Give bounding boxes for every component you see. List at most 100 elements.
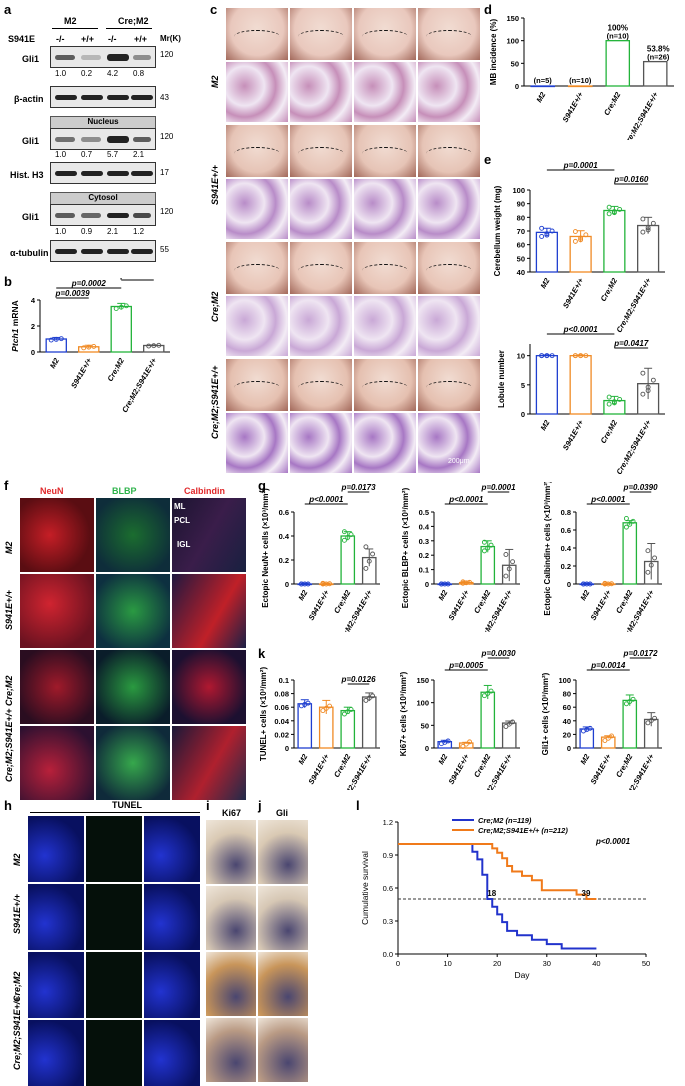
data-point xyxy=(578,235,584,241)
percent-label: 53.8% xyxy=(647,45,670,54)
bar xyxy=(535,355,558,415)
western-blot xyxy=(50,162,156,184)
data-point xyxy=(363,565,369,571)
panel-i-letter: i xyxy=(206,798,210,813)
data-point xyxy=(323,581,329,587)
data-point xyxy=(587,725,593,731)
data-point xyxy=(467,739,473,745)
p-value-label: p=0.0030 xyxy=(480,650,516,658)
panel-i-title: Ki67 xyxy=(222,808,242,818)
data-point xyxy=(302,581,308,587)
data-point xyxy=(53,336,59,342)
p-value-label: p=0.0001 xyxy=(563,161,599,170)
bar xyxy=(340,535,356,585)
y-axis-label: Ectopic BLBP+ cells (×10³/mm²) xyxy=(401,487,410,608)
y-tick-label: 0 xyxy=(567,580,571,589)
data-point xyxy=(640,391,646,397)
data-point xyxy=(584,581,590,587)
x-tick-label: S941E+/+ xyxy=(589,752,614,786)
gross-cerebellum-image xyxy=(290,125,352,177)
y-tick-label: 0 xyxy=(567,744,571,753)
gross-cerebellum-image xyxy=(418,359,480,411)
y-tick-label: 0.5 xyxy=(419,508,429,517)
n-label: (n=5) xyxy=(534,76,553,85)
y-tick-label: 0.1 xyxy=(279,676,289,685)
panel-h-title: TUNEL xyxy=(112,800,142,810)
ihc-image xyxy=(206,820,256,884)
data-point xyxy=(623,516,629,521)
data-point xyxy=(118,304,124,310)
panel-j-title: Gli xyxy=(276,808,289,818)
y-tick-label: 0.8 xyxy=(561,508,571,517)
data-point xyxy=(539,225,545,231)
panel-d-letter: d xyxy=(484,2,492,17)
tunel-image xyxy=(144,816,200,882)
data-point xyxy=(617,206,623,212)
data-point xyxy=(341,537,347,543)
data-point xyxy=(605,581,611,587)
data-point xyxy=(467,579,473,585)
bar xyxy=(642,60,668,87)
x-tick-label: 0 xyxy=(396,959,400,968)
data-point xyxy=(645,569,651,575)
bar xyxy=(569,355,592,415)
y-tick-label: 70 xyxy=(517,227,525,236)
data-point xyxy=(602,580,608,586)
row-label: M2 xyxy=(210,75,220,88)
data-point xyxy=(506,721,512,727)
y-tick-label: 90 xyxy=(517,200,525,209)
y-axis-label: TUNEL+ cells (×10³/mm²) xyxy=(259,667,268,762)
y-tick-label: 0.4 xyxy=(419,522,430,531)
ihc-image xyxy=(258,952,308,1016)
gross-cerebellum-image xyxy=(418,8,480,60)
percent-label: 100% xyxy=(608,24,628,33)
p-value-label: p=0.0173 xyxy=(340,483,376,492)
x-tick-label: Cre;M2 xyxy=(602,90,623,117)
y-tick-label: 0 xyxy=(285,580,289,589)
he-section-image xyxy=(290,179,352,239)
layer-label: ML xyxy=(174,502,186,511)
data-point xyxy=(113,306,119,312)
y-tick-label: 0.2 xyxy=(279,556,289,565)
legend-entry: Cre;M2 (n=119) xyxy=(478,816,532,825)
data-point xyxy=(606,204,612,210)
y-tick-label: 0.6 xyxy=(383,884,393,893)
y-tick-label: 0.9 xyxy=(383,851,393,860)
densitometry-value: 4.2 xyxy=(107,69,119,78)
data-point xyxy=(305,581,311,587)
y-tick-label: 0.6 xyxy=(561,526,571,535)
x-tick-label: S941E+/+ xyxy=(307,752,332,786)
data-point xyxy=(48,337,54,343)
n-label: (n=10) xyxy=(569,76,592,85)
y-tick-label: 40 xyxy=(563,717,571,726)
x-tick-label: M2 xyxy=(296,752,309,766)
data-point xyxy=(623,524,629,530)
mw-value: 120 xyxy=(160,207,174,216)
y-tick-label: 0.4 xyxy=(561,544,572,553)
data-point xyxy=(156,342,162,348)
immunofluorescence-image xyxy=(96,650,170,724)
x-tick-label: M2 xyxy=(436,752,449,766)
x-tick-label: S941E+/+ xyxy=(561,90,586,124)
immunofluorescence-image xyxy=(172,650,246,724)
y-tick-label: 0.2 xyxy=(419,551,429,560)
group-header-m2: M2 xyxy=(64,16,77,26)
densitometry-value: 0.8 xyxy=(133,69,145,78)
y-tick-label: 0.04 xyxy=(274,717,289,726)
p-value-label: p<0.0001 xyxy=(119,278,155,280)
data-point xyxy=(623,701,629,707)
x-tick-label: M2 xyxy=(539,276,552,290)
data-point xyxy=(506,566,512,572)
data-point xyxy=(503,552,509,557)
data-point xyxy=(146,343,152,349)
blot-label: Hist. H3 xyxy=(10,170,44,180)
data-point xyxy=(578,237,584,243)
ihc-image xyxy=(206,886,256,950)
densitometry-value: 1.2 xyxy=(133,227,145,236)
panel-c-letter: c xyxy=(210,2,218,17)
data-point xyxy=(572,229,578,234)
data-point xyxy=(580,581,586,587)
x-tick-label: Cre;M2;S941E+/+ xyxy=(614,276,653,334)
y-axis-label: Gli1+ cells (×10³/mm²) xyxy=(541,672,550,755)
y-tick-label: 60 xyxy=(517,241,525,250)
